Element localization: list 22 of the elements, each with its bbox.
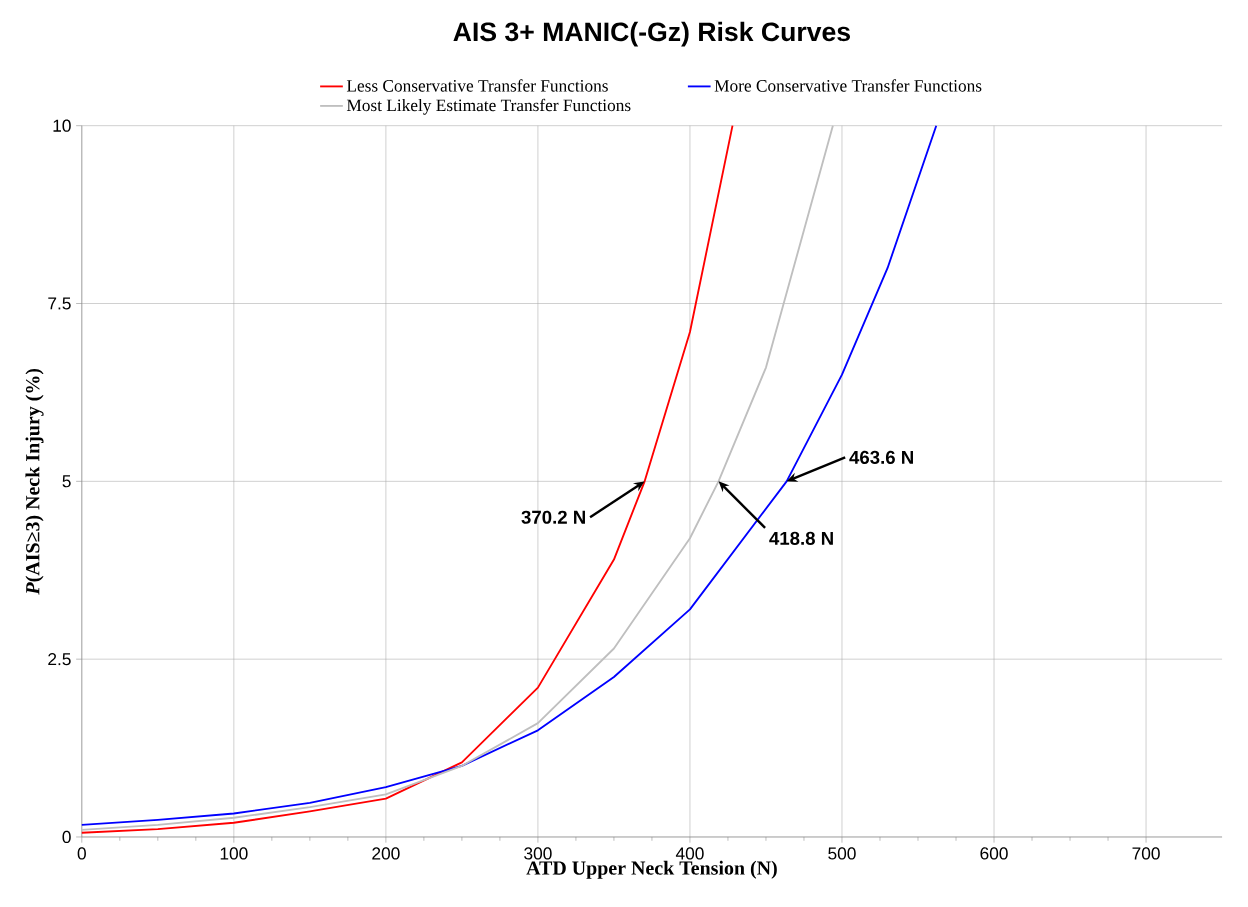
annotation: 418.8 N: [769, 531, 833, 546]
x-tick-label: 400: [675, 847, 704, 860]
x-tick-label: 200: [372, 847, 400, 860]
y-tick-label: 0: [62, 830, 71, 844]
y-tick-label: 10: [53, 119, 71, 132]
x-axis-title: ATD Upper Neck Tension (N): [526, 860, 777, 879]
legend-label: Most Likely Estimate Transfer Functions: [346, 98, 631, 115]
legend-label: Less Conservative Transfer Functions: [346, 79, 608, 92]
x-tick-label: 300: [524, 847, 552, 860]
y-tick-label: 2.5: [48, 653, 71, 666]
legend-label: More Conservative Transfer Functions: [714, 79, 982, 92]
annotation: 370.2 N: [521, 510, 585, 524]
x-tick-label: 500: [828, 847, 856, 860]
y-axis-title: P(AIS≥3) Neck Injury (%): [25, 369, 44, 595]
chart-title: AIS 3+ MANIC(-Gz) Risk Curves: [453, 21, 850, 47]
x-tick-label: 600: [980, 847, 1008, 860]
x-tick-label: 0: [77, 847, 86, 860]
x-tick-label: 100: [220, 847, 248, 860]
y-tick-label: 7.5: [48, 297, 71, 310]
x-tick-label: 700: [1132, 847, 1160, 860]
y-tick-label: 5: [62, 475, 71, 488]
annotation: 463.6 N: [849, 450, 913, 465]
